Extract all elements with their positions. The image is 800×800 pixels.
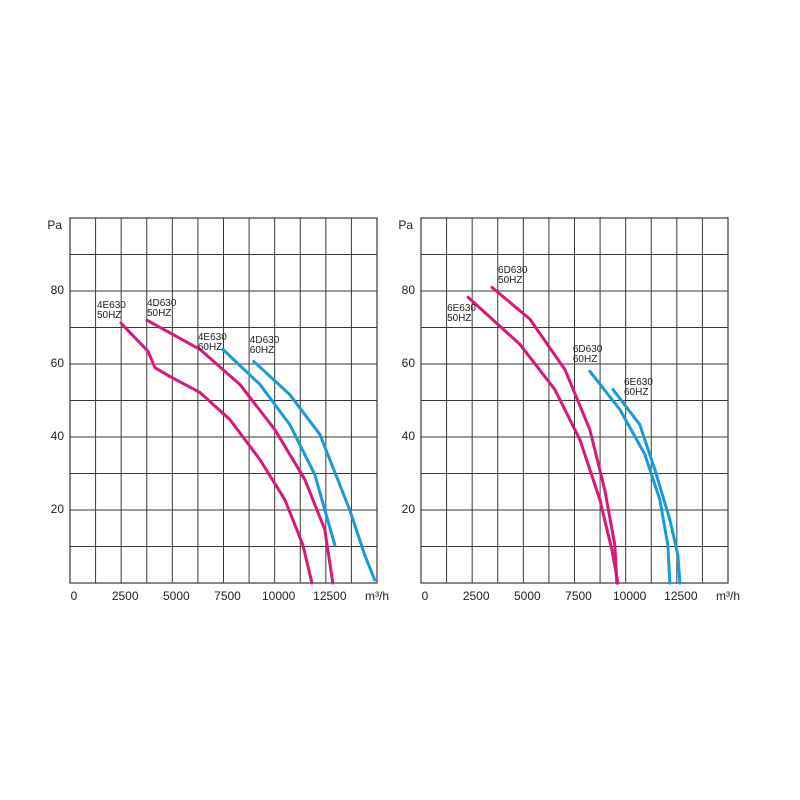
curve-label: 6E630 [624, 377, 653, 388]
curve-label-frequency: 60HZ [573, 354, 597, 365]
y-axis-label: Pa [47, 218, 62, 232]
y-tick-label: 80 [51, 283, 65, 297]
x-tick-label: 7500 [214, 589, 241, 603]
curve-label-frequency: 50HZ [97, 310, 121, 321]
x-tick-label: 10000 [262, 589, 296, 603]
curve-label: 6D630 [498, 265, 528, 276]
x-tick-label: 0 [422, 589, 429, 603]
plot-frame [69, 217, 378, 584]
curve [145, 318, 335, 585]
curve-label-frequency: 60HZ [250, 345, 274, 356]
curve-label-frequency: 50HZ [447, 313, 471, 324]
x-tick-label: 5000 [163, 589, 190, 603]
y-tick-label: 80 [402, 283, 416, 297]
curve [611, 388, 682, 585]
x-tick-label: 5000 [514, 589, 541, 603]
y-tick-label: 40 [402, 429, 416, 443]
curve [466, 295, 620, 585]
plot-frame [420, 217, 729, 584]
y-axis-label: Pa [398, 218, 413, 232]
x-tick-label: 10000 [613, 589, 647, 603]
x-tick-label: 2500 [112, 589, 139, 603]
y-tick-label: 40 [51, 429, 65, 443]
curve-label: 6D630 [573, 344, 603, 355]
curve-label-frequency: 60HZ [624, 387, 648, 398]
curve [490, 285, 619, 585]
y-tick-label: 20 [402, 502, 416, 516]
curve [221, 347, 337, 547]
curve-label: 4D630 [147, 298, 177, 309]
curve-label: 4D630 [250, 335, 280, 346]
y-tick-label: 60 [402, 356, 416, 370]
y-tick-label: 60 [51, 356, 65, 370]
x-tick-label: 7500 [565, 589, 592, 603]
curve-label-frequency: 50HZ [498, 275, 522, 286]
curve [252, 359, 377, 582]
curve-label: 4E630 [97, 300, 126, 311]
x-tick-label: 12500 [313, 589, 347, 603]
x-tick-label: 0 [71, 589, 78, 603]
x-tick-label: 2500 [463, 589, 490, 603]
curve-label: 6E630 [447, 303, 476, 314]
x-axis-label: m³/h [716, 589, 740, 603]
curve [119, 321, 314, 585]
curve-label-frequency: 60HZ [198, 342, 222, 353]
x-axis-label: m³/h [365, 589, 389, 603]
x-tick-label: 12500 [664, 589, 698, 603]
curve-label: 4E630 [198, 332, 227, 343]
curve [588, 369, 672, 585]
y-tick-label: 20 [51, 502, 65, 516]
curve-label-frequency: 50HZ [147, 308, 171, 319]
